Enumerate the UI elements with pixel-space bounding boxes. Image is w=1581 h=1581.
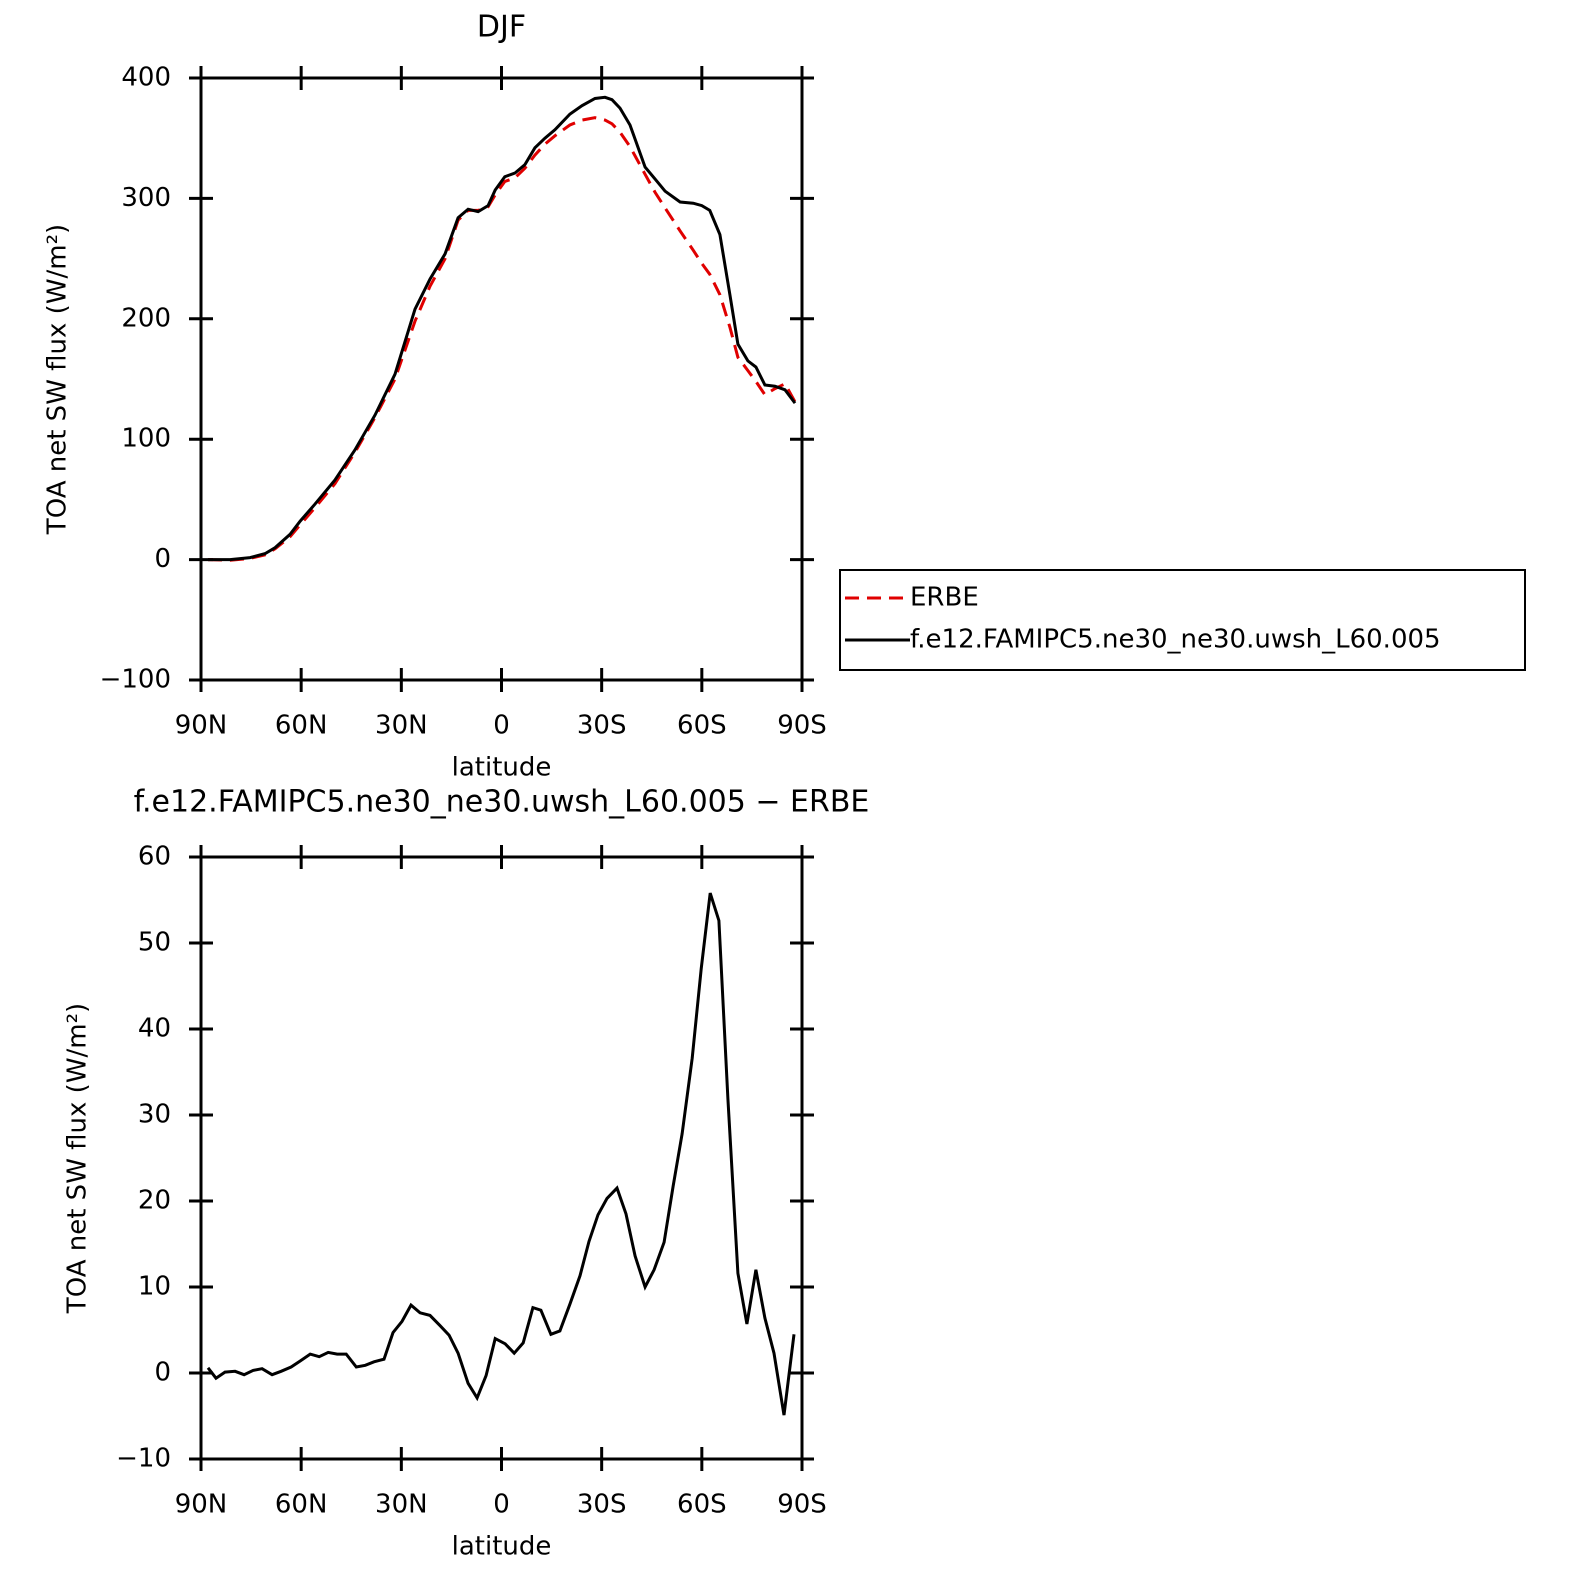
y-tick-label: 0	[154, 544, 171, 574]
y-tick-label: 10	[138, 1272, 171, 1302]
legend-box	[839, 569, 1526, 671]
chart-title: DJF	[477, 10, 526, 45]
x-tick-label: 90S	[777, 711, 827, 741]
y-tick-label: 20	[138, 1186, 171, 1216]
plot-frame	[199, 855, 804, 1461]
y-tick-label: 0	[154, 1358, 171, 1388]
x-tick-label: 0	[493, 1490, 510, 1520]
x-tick-label: 30N	[375, 711, 428, 741]
y-tick-label: 300	[121, 183, 171, 213]
y-tick-label: 400	[121, 63, 171, 93]
y-tick-label: −100	[100, 665, 171, 695]
legend-label: ERBE	[910, 583, 979, 613]
plot-frame	[199, 76, 804, 682]
x-tick-label: 30N	[375, 1490, 428, 1520]
y-tick-label: 40	[138, 1014, 171, 1044]
x-tick-label: 60N	[275, 711, 328, 741]
y-axis-label: TOA net SW flux (W/m²)	[43, 224, 73, 535]
x-axis-label: latitude	[452, 753, 552, 783]
y-tick-label: 30	[138, 1100, 171, 1130]
x-tick-label: 90N	[175, 1490, 228, 1520]
data-line	[208, 95, 797, 562]
x-tick-label: 30S	[577, 1490, 627, 1520]
legend-label: f.e12.FAMIPC5.ne30_ne30.uwsh_L60.005	[910, 625, 1441, 655]
chart-title: f.e12.FAMIPC5.ne30_ne30.uwsh_L60.005 − E…	[134, 785, 870, 820]
y-axis-label: TOA net SW flux (W/m²)	[63, 1003, 93, 1314]
data-line	[207, 116, 797, 562]
x-tick-label: 30S	[577, 711, 627, 741]
x-tick-label: 0	[493, 711, 510, 741]
x-tick-label: 90S	[777, 1490, 827, 1520]
x-axis-label: latitude	[452, 1532, 552, 1562]
y-tick-label: −10	[116, 1444, 171, 1474]
x-tick-label: 90N	[175, 711, 228, 741]
x-tick-label: 60N	[275, 1490, 328, 1520]
x-tick-label: 60S	[677, 1490, 727, 1520]
y-tick-label: 100	[121, 424, 171, 454]
x-tick-label: 60S	[677, 711, 727, 741]
data-line	[206, 892, 796, 1416]
y-tick-label: 50	[138, 928, 171, 958]
y-tick-label: 200	[121, 303, 171, 333]
y-tick-label: 60	[138, 842, 171, 872]
